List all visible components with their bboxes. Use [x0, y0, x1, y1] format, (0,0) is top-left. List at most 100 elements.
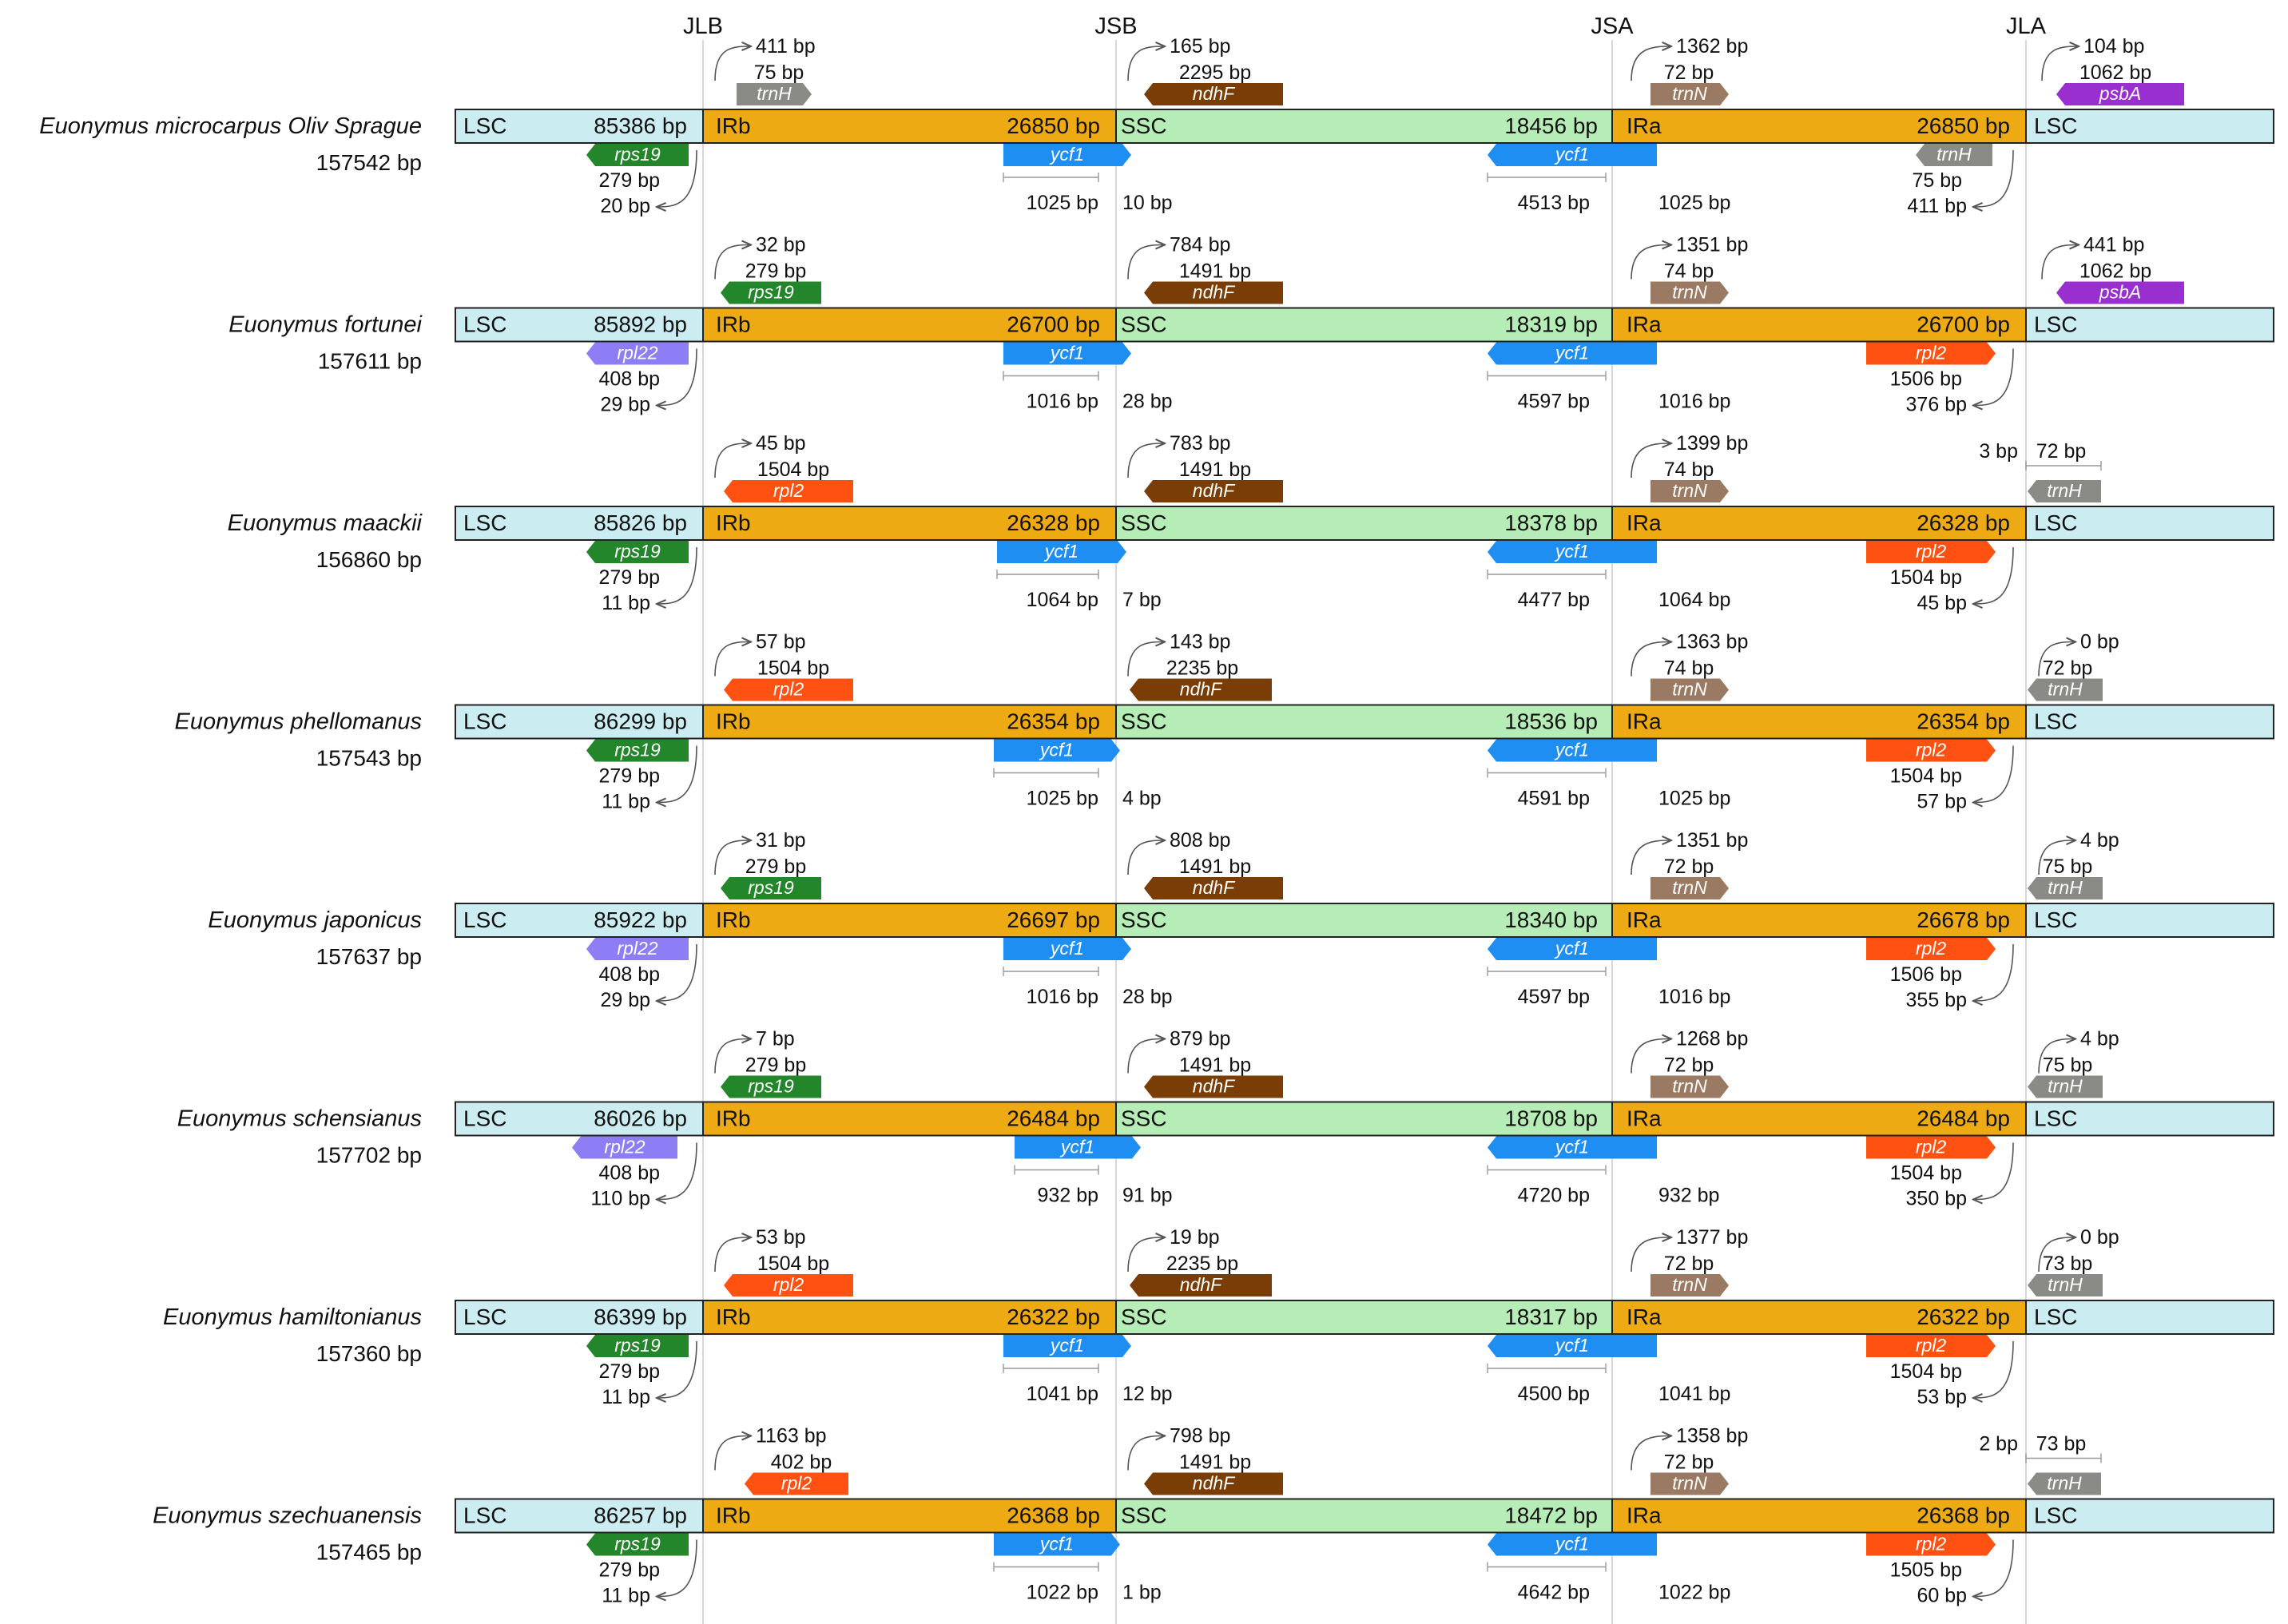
gene-name: trnH [1936, 144, 1972, 165]
region-lsc [455, 307, 704, 343]
distance-curve [657, 1142, 697, 1200]
gene-g1-rpl2: rpl2 [724, 678, 853, 701]
species-row: Euonymus phellomanus 157543 bp LSC IRb SSC IR… [174, 631, 2274, 813]
jlb-below-gene-length: 408 bp [599, 368, 660, 391]
jlb-below-distance: 11 bp [602, 1585, 650, 1607]
species-row: Euonymus szechuanensis 157465 bp LSC IRb SSC… [153, 1425, 2274, 1607]
gene-arrow [586, 1533, 689, 1556]
gene-g1-trnh: trnH [737, 83, 812, 105]
junction-label-jsb: JSB [1094, 14, 1137, 39]
distance-curve [2038, 840, 2075, 876]
jsa-trnN-distance: 1268 bp [1676, 1028, 1748, 1050]
jlb-distance: 7 bp [756, 1028, 795, 1050]
region-label-irb: IRb [716, 1106, 751, 1131]
distance-curve [1973, 1539, 2014, 1597]
gene-g6-trnn: trnN [1650, 1075, 1729, 1098]
length-ssc: 18456 bp [1504, 113, 1598, 138]
jla-distance: 2 bp [1979, 1433, 2018, 1455]
gene-arrow [586, 739, 689, 762]
length-ira: 26368 bp [1917, 1503, 2010, 1528]
species-name: Euonymus szechuanensis [153, 1503, 422, 1529]
jsa-trnN-length: 72 bp [1664, 1054, 1714, 1077]
gene-name: trnN [1672, 83, 1707, 104]
gene-arrow [586, 938, 689, 960]
distance-curve [1127, 1237, 1165, 1273]
region-label-ira: IRa [1627, 1106, 1662, 1131]
region-label-ssc: SSC [1121, 510, 1167, 535]
region-label-lsc: LSC [463, 1503, 506, 1528]
gene-name: rpl2 [773, 480, 804, 501]
region-ssc [1115, 1101, 1613, 1137]
gene-name: trnN [1672, 1473, 1707, 1494]
region-label-ssc: SSC [1121, 113, 1167, 138]
distance-curve [1631, 1237, 1671, 1273]
distance-curve [714, 1436, 751, 1471]
jla-gene-length: 75 bp [2043, 856, 2093, 878]
gene-arrow [586, 144, 689, 166]
region-label-ssc: SSC [1121, 709, 1167, 734]
gene-name: ycf1 [1039, 740, 1074, 760]
gene-g2-rpl22: rpl22 [586, 342, 689, 365]
gene-g6-trnn: trnN [1650, 877, 1729, 899]
region-ssc [1115, 704, 1613, 740]
gene-name: rps19 [614, 541, 661, 562]
distance-curve [1127, 443, 1165, 478]
region-irb [702, 307, 1117, 343]
gene-g5-ycf1: ycf1 [1488, 1136, 1657, 1159]
jlb-below-gene-length: 408 bp [599, 963, 660, 986]
gene-g3-ycf1: ycf1 [1003, 342, 1131, 365]
region-label-ira: IRa [1627, 1503, 1662, 1528]
length-ssc: 18317 bp [1504, 1304, 1598, 1329]
gene-arrow [2028, 1472, 2101, 1495]
jsb-ndhF-length: 1491 bp [1179, 459, 1251, 481]
jsb-ycf1-length: 1041 bp [1027, 1383, 1098, 1405]
gene-arrow [721, 1075, 821, 1098]
distance-curve [1127, 840, 1165, 876]
gene-name: rpl2 [1916, 1335, 1947, 1356]
jlb-below-gene-length: 279 bp [599, 1559, 660, 1582]
jla-distance: 0 bp [2080, 1226, 2119, 1249]
jsb-ndhF-length: 2235 bp [1166, 1253, 1238, 1275]
gene-arrow [1866, 1136, 1996, 1159]
gene-name: rpl2 [773, 679, 804, 700]
length-ira: 26354 bp [1917, 709, 2010, 734]
gene-name: trnH [757, 83, 792, 104]
distance-curve [1631, 1039, 1671, 1074]
distance-curve [1973, 149, 2014, 207]
jsa-ssc-length: 4597 bp [1518, 391, 1590, 413]
region-label-irb: IRb [716, 312, 751, 337]
gene-name: ycf1 [1554, 343, 1589, 363]
jla-below-gene-length: 1504 bp [1890, 765, 1962, 788]
jsb-distance: 10 bp [1122, 192, 1173, 214]
region-label-lsc-end: LSC [2034, 709, 2077, 734]
region-label-ira: IRa [1627, 113, 1662, 138]
gene-name: rpl22 [617, 938, 657, 959]
gene-arrow [1488, 938, 1657, 960]
jsb-distance: 28 bp [1122, 986, 1173, 1008]
jlb-distance: 53 bp [756, 1226, 806, 1249]
gene-g2-rps19: rps19 [586, 1335, 689, 1357]
distance-curve [657, 745, 697, 803]
jla-distance: 4 bp [2080, 1028, 2119, 1050]
jsa-trnN-length: 72 bp [1664, 1451, 1714, 1474]
jlb-distance: 1163 bp [756, 1425, 827, 1447]
gene-name: ycf1 [1043, 541, 1078, 562]
gene-g7-rpl2: rpl2 [1866, 739, 1996, 762]
gene-g4-ndhf: ndhF [1144, 1075, 1283, 1098]
distance-curve [1631, 443, 1671, 478]
genome-length: 157360 bp [316, 1341, 422, 1366]
species-row: Euonymus fortunei 157611 bp LSC IRb SSC IRa LS… [228, 234, 2274, 416]
jlb-gene-length: 402 bp [771, 1451, 832, 1474]
gene-g8-psba: psbA [2056, 83, 2184, 105]
region-label-ssc: SSC [1121, 312, 1167, 337]
jlb-gene-length: 1504 bp [757, 459, 829, 481]
gene-arrow [1488, 144, 1657, 166]
jlb-distance: 32 bp [756, 234, 806, 256]
gene-name: trnN [1672, 480, 1707, 501]
gene-name: ycf1 [1554, 1335, 1589, 1356]
length-irb: 26354 bp [1007, 709, 1100, 734]
region-label-ssc: SSC [1121, 1503, 1167, 1528]
gene-arrow [1015, 1136, 1141, 1159]
region-label-lsc-end: LSC [2034, 907, 2077, 932]
